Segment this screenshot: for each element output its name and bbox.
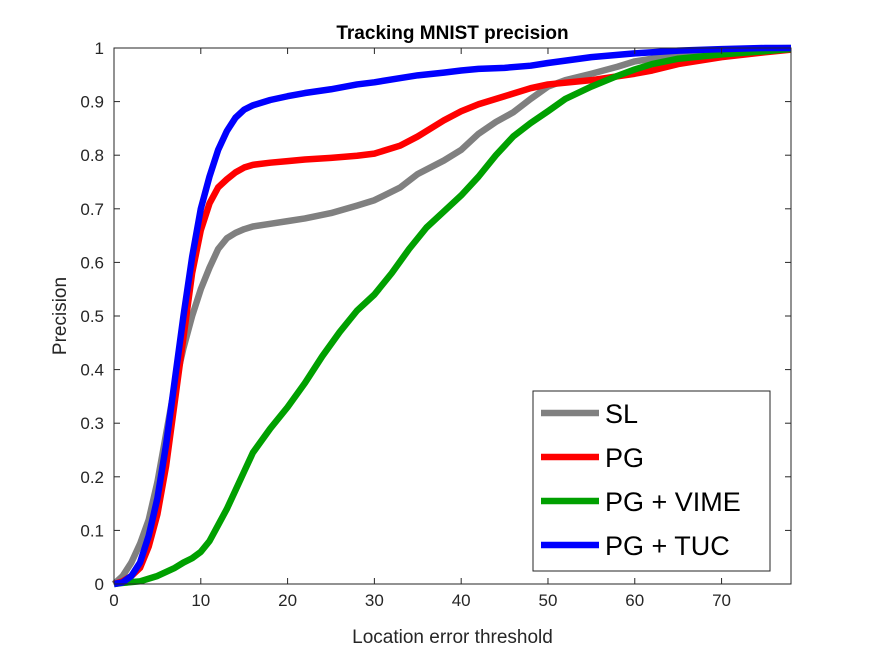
legend-label-2: PG + VIME bbox=[605, 487, 741, 517]
x-tick-label-7: 70 bbox=[712, 591, 731, 610]
x-axis-label: Location error threshold bbox=[352, 627, 553, 648]
axes-layer: 0 10 20 30 40 50 60 70 0 0.1 0.2 0.3 0.4 0.5 0.6 0.7 0.8… bbox=[80, 39, 792, 610]
legend-label-0: SL bbox=[605, 399, 638, 429]
series-line-3 bbox=[113, 44, 791, 588]
legend: SL PG PG + VIME PG + TUC bbox=[532, 390, 771, 572]
y-tick-label-10: 1 bbox=[95, 39, 104, 58]
y-axis-label: Precision bbox=[50, 277, 71, 355]
legend-label-3: PG + TUC bbox=[605, 531, 730, 561]
x-tick-label-0: 0 bbox=[109, 591, 118, 610]
legend-label-1: PG bbox=[605, 443, 644, 473]
series-line-2 bbox=[113, 45, 792, 588]
x-tick-label-1: 10 bbox=[191, 591, 210, 610]
y-tick-label-6: 0.6 bbox=[80, 253, 104, 272]
series-layer bbox=[111, 44, 792, 588]
x-tick-label-2: 20 bbox=[278, 591, 297, 610]
chart-title: Tracking MNIST precision bbox=[336, 23, 568, 44]
x-tick-label-3: 30 bbox=[365, 591, 384, 610]
x-tick-label-4: 40 bbox=[452, 591, 471, 610]
y-tick-label-1: 0.1 bbox=[80, 521, 104, 540]
y-tick-label-0: 0 bbox=[95, 575, 104, 594]
legend-box bbox=[532, 390, 771, 572]
x-tick-label-6: 60 bbox=[625, 591, 644, 610]
y-tick-label-8: 0.8 bbox=[80, 146, 104, 165]
x-tick-label-5: 50 bbox=[539, 591, 558, 610]
y-tick-label-7: 0.7 bbox=[80, 200, 104, 219]
y-tick-label-2: 0.2 bbox=[80, 468, 104, 487]
y-tick-label-3: 0.3 bbox=[80, 414, 104, 433]
y-tick-label-5: 0.5 bbox=[80, 307, 104, 326]
y-tick-label-4: 0.4 bbox=[80, 361, 104, 380]
y-tick-label-9: 0.9 bbox=[80, 93, 104, 112]
